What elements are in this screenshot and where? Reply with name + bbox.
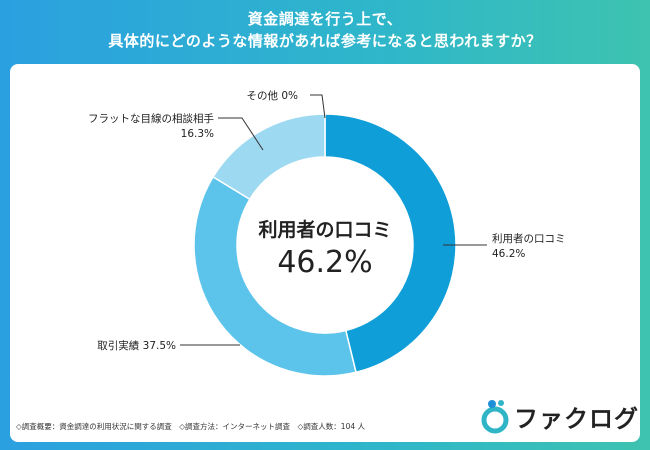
center-label: 利用者の口コミ [258,219,391,241]
title-line-1: 資金調達を行う上で、 [247,10,403,28]
title-line-2: 具体的にどのような情報があれば参考になると思われますか？ [108,32,542,50]
slice-2 [212,113,326,201]
leader-line-3 [310,94,326,119]
page-title: 資金調達を行う上で、 具体的にどのような情報があれば参考になると思われますか？ [0,8,650,52]
slice-label-2: フラットな目線の相談相手 [88,112,214,125]
brand-name: ファクログ [514,404,639,433]
slice-value-2: 16.3% [181,128,214,140]
slice-value-0: 46.2% [492,248,525,260]
survey-footnote: ◇調査概要：資金調達の利用状況に関する調査 ◇調査方法：インターネット調査 ◇調… [16,422,366,431]
factlog-logo-icon [481,400,509,434]
slice-label-1: 取引実績 37.5% [97,339,176,352]
center-value: 46.2% [277,245,372,280]
brand-logo: ファクログ [480,398,639,434]
leader-line-2 [218,117,264,151]
slice-label-0: 利用者の口コミ [492,233,566,245]
slice-0 [324,113,457,374]
slice-label-3: その他 0% [247,89,299,102]
slice-1 [193,175,357,377]
